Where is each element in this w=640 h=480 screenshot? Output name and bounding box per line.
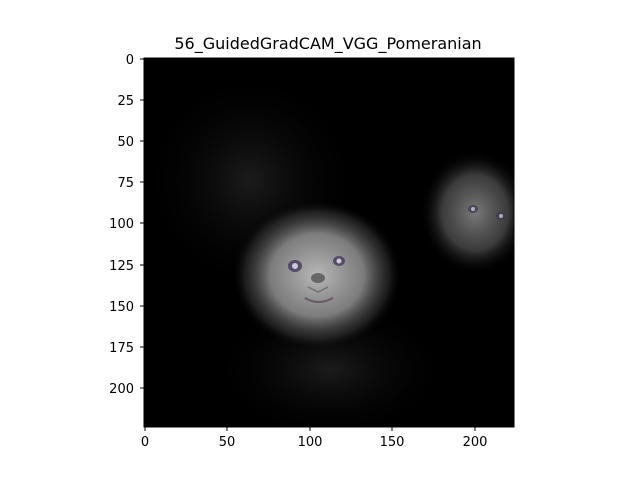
x-tick-label: 200 [463,435,488,450]
activation-right [420,150,514,275]
plot-frame [143,57,515,428]
y-axis: 0 25 50 75 100 125 150 175 200 [109,53,144,397]
y-tick-label: 125 [109,259,134,274]
y-tick-label: 100 [109,217,134,232]
x-tick-label: 150 [380,435,405,450]
nose-icon [311,273,325,283]
y-tick-label: 25 [117,94,134,109]
dog-face-features [288,256,345,303]
y-tick-label: 75 [117,176,134,191]
y-tick-label: 200 [109,382,134,397]
x-tick-label: 50 [219,435,236,450]
plot-title: 56_GuidedGradCAM_VGG_Pomeranian [174,34,481,54]
y-tick-label: 150 [109,300,134,315]
right-face-features [468,205,506,220]
y-tick-label: 175 [109,341,134,356]
heatmap-image [144,58,514,427]
y-tick-label: 0 [126,53,134,68]
x-axis: 0 50 100 150 200 [141,427,488,450]
x-tick-label: 0 [141,435,149,450]
x-tick-label: 100 [298,435,323,450]
mouth-icon [304,297,334,303]
y-tick-label: 50 [117,135,134,150]
